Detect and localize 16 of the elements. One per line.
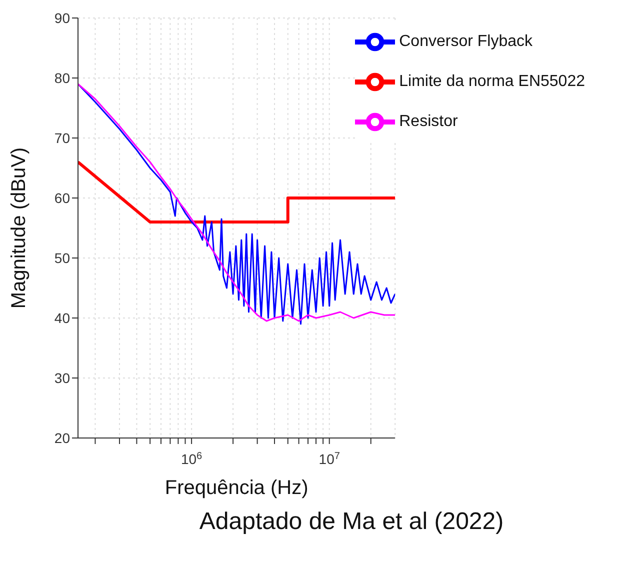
y-tick-label: 80 (54, 70, 70, 86)
legend-label: Resistor (399, 113, 458, 130)
legend-label: Conversor Flyback (399, 33, 532, 50)
x-tick-label: 10$^{6}$ (180, 450, 203, 467)
y-tick-label: 90 (54, 10, 70, 26)
text: Adaptado de Ma et al (2022) (198, 508, 505, 536)
y-tick-label: 60 (54, 190, 70, 206)
x-tick-label: 10$^{7}$ (318, 450, 340, 467)
y-axis-title: Magnitude (dBuV) (8, 147, 30, 309)
y-tick-label: 30 (54, 370, 70, 386)
y-tick-label: 40 (54, 310, 70, 326)
y-tick-label: 70 (54, 130, 70, 146)
y-tick-label: 50 (54, 250, 70, 266)
legend-label: Limite da norma EN55022 (399, 73, 585, 90)
y-tick-label: 20 (54, 430, 70, 446)
x-axis-title: Frequência (Hz) (164, 477, 308, 499)
